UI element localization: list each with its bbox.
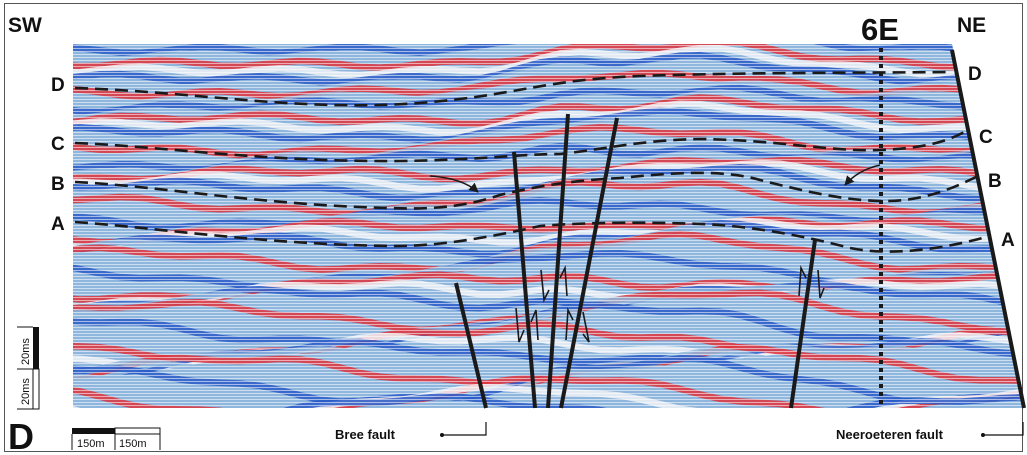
movement-arrow-down xyxy=(582,311,590,343)
pointer-arrow-right xyxy=(844,164,881,186)
scale-label-h2: 150m xyxy=(119,438,147,450)
pointer-arrow-left xyxy=(429,175,479,193)
horizon-c-line xyxy=(74,128,969,163)
horizon-label-left-b: B xyxy=(51,174,65,195)
horizon-b-line xyxy=(74,171,981,210)
horizon-label-right-d: D xyxy=(968,64,982,85)
bree-fault-label: Bree fault xyxy=(335,427,396,442)
movement-arrow-down xyxy=(817,269,825,299)
horizon-lines xyxy=(74,70,991,253)
fault-movement-arrows xyxy=(515,265,825,343)
horizon-label-left-d: D xyxy=(51,75,65,96)
scale-label-h1: 150m xyxy=(77,438,105,450)
horizon-label-left-c: C xyxy=(51,134,65,155)
direction-label-sw: SW xyxy=(8,14,42,37)
direction-label-ne: NE xyxy=(957,14,986,37)
movement-arrow-up xyxy=(565,307,574,341)
movement-arrow-up xyxy=(559,265,568,297)
fault-lines xyxy=(454,49,1026,409)
neeroeteren-fault-label: Neeroeteren fault xyxy=(836,427,944,442)
horizon-label-right-c: C xyxy=(979,127,993,148)
figure-frame xyxy=(4,3,1023,452)
horizon-d-line xyxy=(74,70,951,107)
horizon-label-right-b: B xyxy=(988,171,1002,192)
well-label: 6E xyxy=(861,12,899,47)
scale-label-v1: 20ms xyxy=(20,338,32,365)
vertical-scale-bar: 20ms 20ms xyxy=(17,326,40,410)
bree-fault-east xyxy=(559,117,619,409)
bree-fault-middle xyxy=(546,113,570,409)
movement-arrow-up xyxy=(798,265,807,297)
movement-arrow-up xyxy=(530,309,539,341)
movement-arrow-down xyxy=(540,269,550,303)
neeroeteren-fault xyxy=(950,49,1026,409)
scanline-overlay xyxy=(73,44,1024,408)
scale-label-v2: 20ms xyxy=(20,378,32,405)
minor-fault xyxy=(789,239,817,409)
panel-label: D xyxy=(8,416,34,455)
bree-fault-west xyxy=(454,282,488,409)
horizon-label-left-a: A xyxy=(51,214,65,235)
neeroeteren-fault-callout: Neeroeteren fault xyxy=(836,422,1024,442)
horizontal-scale-bar: 150m 150m xyxy=(71,427,161,450)
movement-arrow-down xyxy=(515,307,525,343)
horizon-a-line xyxy=(74,220,991,253)
bree-fault-callout: Bree fault xyxy=(335,422,487,442)
horizon-label-right-a: A xyxy=(1001,230,1015,251)
seismic-section xyxy=(73,44,1024,408)
bree-fault-main xyxy=(512,151,537,409)
